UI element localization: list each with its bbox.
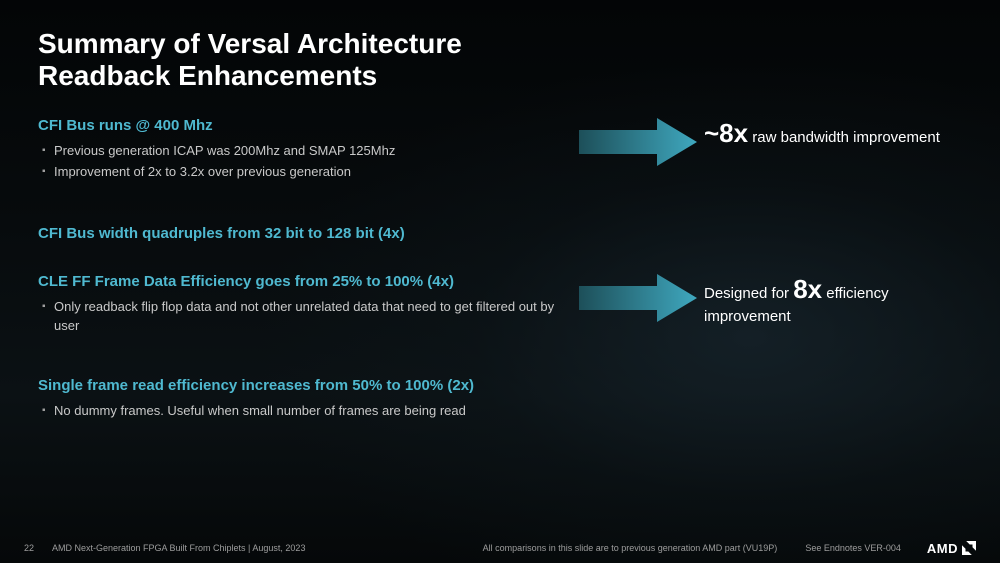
callout-big: 8x <box>793 274 822 304</box>
footer-endnote: See Endnotes VER-004 <box>805 543 901 553</box>
row-single-frame: Single frame read efficiency increases f… <box>38 376 962 440</box>
bullet-item: Previous generation ICAP was 200Mhz and … <box>42 142 568 161</box>
row-cfi-bus-speed: CFI Bus runs @ 400 Mhz Previous generati… <box>38 116 962 224</box>
amd-arrow-icon <box>962 541 976 555</box>
amd-logo: AMD <box>927 541 976 556</box>
section-cle-ff: CLE FF Frame Data Efficiency goes from 2… <box>38 272 568 335</box>
section-heading: Single frame read efficiency increases f… <box>38 376 568 396</box>
row-cfi-bus-width: CFI Bus width quadruples from 32 bit to … <box>38 224 962 272</box>
right-col: ~8x raw bandwidth improvement <box>698 116 962 151</box>
callout-before: Designed for <box>704 285 793 302</box>
left-col: CFI Bus runs @ 400 Mhz Previous generati… <box>38 116 578 201</box>
arrow-icon <box>579 272 697 324</box>
row-cle-ff: CLE FF Frame Data Efficiency goes from 2… <box>38 272 962 376</box>
section-heading: CFI Bus runs @ 400 Mhz <box>38 116 568 136</box>
bullet-list: Previous generation ICAP was 200Mhz and … <box>38 142 568 182</box>
section-cfi-speed: CFI Bus runs @ 400 Mhz Previous generati… <box>38 116 568 181</box>
callout-efficiency: Designed for 8x efficiency improvement <box>704 272 962 327</box>
slide: Summary of Versal Architecture Readback … <box>0 0 1000 563</box>
title-line-1: Summary of Versal Architecture <box>38 28 462 59</box>
left-col: Single frame read efficiency increases f… <box>38 376 578 440</box>
section-cfi-width: CFI Bus width quadruples from 32 bit to … <box>38 224 568 244</box>
section-single-frame: Single frame read efficiency increases f… <box>38 376 568 420</box>
callout-after: raw bandwidth improvement <box>748 129 940 146</box>
bullet-item: Only readback flip flop data and not oth… <box>42 298 568 336</box>
footer-comparison-note: All comparisons in this slide are to pre… <box>483 543 778 553</box>
slide-footer: 22 AMD Next-Generation FPGA Built From C… <box>0 533 1000 563</box>
callout-big: ~8x <box>704 118 748 148</box>
page-number: 22 <box>24 543 52 553</box>
bullet-list: Only readback flip flop data and not oth… <box>38 298 568 336</box>
footer-left: AMD Next-Generation FPGA Built From Chip… <box>52 543 483 553</box>
arrow-col <box>578 272 698 324</box>
arrow-col <box>578 116 698 168</box>
bullet-item: Improvement of 2x to 3.2x over previous … <box>42 163 568 182</box>
left-col: CLE FF Frame Data Efficiency goes from 2… <box>38 272 578 355</box>
amd-logo-text: AMD <box>927 541 958 556</box>
left-col: CFI Bus width quadruples from 32 bit to … <box>38 224 578 264</box>
slide-title: Summary of Versal Architecture Readback … <box>38 28 598 92</box>
callout-bandwidth: ~8x raw bandwidth improvement <box>704 116 962 151</box>
arrow-icon <box>579 116 697 168</box>
bullet-item: No dummy frames. Useful when small numbe… <box>42 402 568 421</box>
title-line-2: Readback Enhancements <box>38 60 377 91</box>
section-heading: CLE FF Frame Data Efficiency goes from 2… <box>38 272 568 292</box>
bullet-list: No dummy frames. Useful when small numbe… <box>38 402 568 421</box>
right-col: Designed for 8x efficiency improvement <box>698 272 962 327</box>
section-heading: CFI Bus width quadruples from 32 bit to … <box>38 224 568 244</box>
